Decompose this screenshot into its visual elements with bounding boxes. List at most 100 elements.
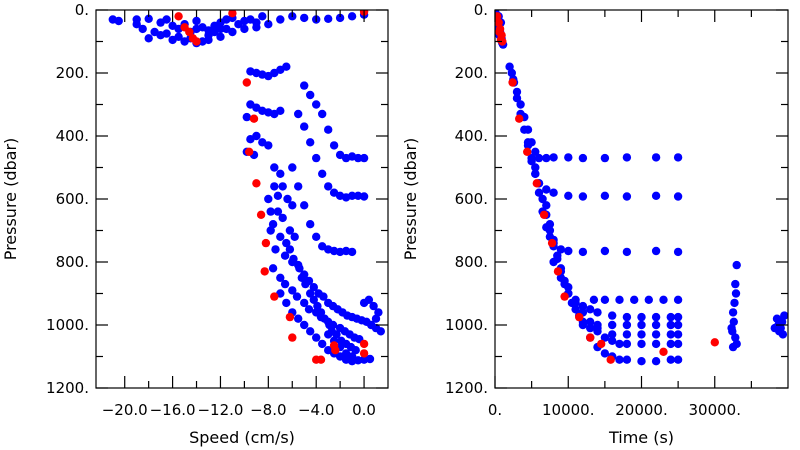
speed-data-point	[359, 298, 369, 308]
speed-data-point	[285, 245, 295, 254]
speed-data-point	[297, 273, 306, 282]
speed-data-point	[371, 314, 381, 323]
speed-y-tick-label: 200.	[56, 64, 89, 82]
speed-data-point	[268, 264, 278, 273]
time-data-point	[673, 247, 683, 257]
time-data-point	[780, 311, 788, 320]
time-data-point	[600, 349, 610, 358]
speed-y-tick-label: 1200.	[46, 379, 89, 397]
speed-data-point	[294, 182, 303, 191]
speed-data-point	[240, 24, 249, 34]
speed-data-point	[246, 15, 255, 24]
speed-data-point	[150, 27, 159, 37]
time-data-point	[731, 279, 740, 289]
time-data-point	[651, 246, 661, 256]
speed-data-point	[316, 355, 326, 364]
time-data-point	[515, 114, 524, 123]
time-y-tick-label: 200.	[455, 64, 488, 82]
time-data-point	[673, 192, 683, 201]
speed-data-point	[289, 254, 298, 264]
speed-points-layer	[108, 10, 385, 366]
speed-data-point	[374, 308, 383, 317]
time-data-point	[600, 191, 610, 200]
speed-data-point	[285, 226, 295, 235]
speed-data-point	[294, 260, 303, 270]
speed-data-point	[242, 112, 251, 122]
time-data-point	[571, 305, 580, 314]
speed-data-point	[288, 163, 297, 172]
time-data-point	[608, 320, 617, 330]
speed-data-point	[359, 339, 369, 349]
speed-data-point	[347, 191, 357, 200]
speed-data-point	[288, 286, 297, 295]
speed-data-point	[290, 232, 299, 241]
time-data-point	[600, 333, 610, 342]
speed-data-point	[306, 327, 315, 336]
time-data-point	[770, 323, 779, 333]
speed-data-point	[222, 24, 231, 34]
time-data-point	[606, 355, 615, 364]
time-data-point	[651, 191, 661, 200]
time-data-point	[527, 153, 536, 163]
time-data-point	[651, 153, 661, 162]
speed-data-point	[316, 308, 326, 317]
speed-data-point	[276, 106, 285, 116]
speed-data-point	[228, 10, 237, 18]
speed-pressure-panel: −20.0 −16.0 −12.0 −8.0 −4.0 0.0 0. 200. 400. 600.…	[1, 1, 389, 447]
time-data-point	[556, 245, 566, 254]
speed-data-point	[319, 292, 328, 301]
time-data-point	[608, 311, 617, 320]
time-data-point	[564, 191, 573, 200]
speed-data-point	[216, 24, 225, 34]
time-data-point	[495, 27, 504, 37]
speed-data-point	[282, 62, 291, 71]
speed-data-point	[264, 20, 273, 29]
time-data-point	[731, 289, 741, 298]
time-data-point	[673, 320, 683, 330]
time-data-point	[622, 153, 632, 162]
time-data-point	[651, 320, 661, 330]
speed-data-point	[325, 320, 334, 330]
speed-data-point	[359, 349, 369, 358]
speed-data-point	[261, 238, 271, 248]
time-data-point	[659, 347, 668, 356]
speed-data-point	[285, 312, 295, 322]
speed-data-point	[347, 12, 357, 21]
time-data-point	[507, 68, 516, 78]
time-data-point	[600, 153, 610, 163]
speed-data-point	[376, 327, 385, 336]
speed-data-point	[365, 354, 375, 364]
speed-x-tick-label: −20.0	[102, 401, 148, 419]
speed-data-point	[318, 109, 327, 119]
speed-series-1	[174, 10, 369, 364]
speed-data-point	[309, 295, 318, 304]
time-data-point	[666, 312, 675, 322]
speed-data-point	[312, 153, 321, 163]
speed-data-point	[276, 273, 285, 282]
time-y-tick-label: 800.	[455, 253, 488, 271]
time-data-point	[545, 220, 555, 229]
speed-data-point	[312, 333, 321, 342]
speed-data-point	[266, 207, 275, 216]
speed-y-tick-label: 600.	[56, 190, 89, 208]
time-data-point	[542, 201, 551, 210]
speed-data-point	[300, 122, 309, 131]
speed-data-point	[192, 37, 201, 46]
speed-data-point	[260, 267, 269, 276]
time-data-point	[560, 292, 569, 301]
speed-data-point	[329, 141, 339, 150]
time-data-point	[710, 338, 719, 347]
speed-y-tick-label: 800.	[56, 253, 89, 271]
speed-data-point	[276, 15, 285, 24]
time-data-point	[531, 147, 540, 156]
speed-data-point	[300, 81, 309, 90]
time-data-point	[730, 298, 739, 308]
speed-data-point	[288, 201, 297, 210]
time-data-point	[523, 147, 532, 156]
time-y-axis-title: Pressure (dbar)	[401, 138, 420, 261]
time-data-point	[532, 179, 541, 188]
time-data-point	[622, 312, 632, 322]
time-data-point	[534, 188, 544, 197]
time-y-tick-label: 0.	[474, 1, 488, 19]
